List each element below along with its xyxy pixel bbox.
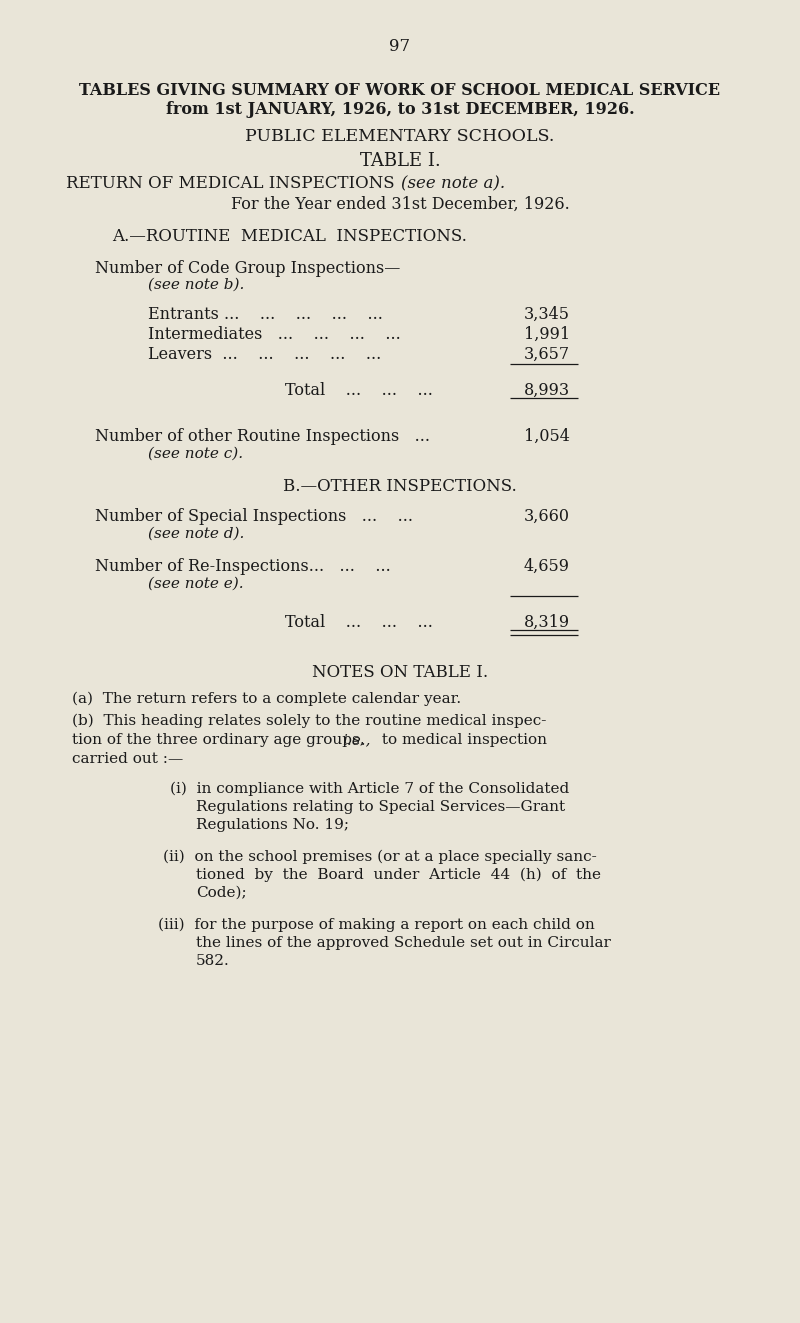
Text: (ii)  on the school premises (or at a place specially sanc-: (ii) on the school premises (or at a pla… [163, 849, 597, 864]
Text: 1,054: 1,054 [524, 429, 570, 445]
Text: Number of Re-Inspections...   ...    ...: Number of Re-Inspections... ... ... [95, 558, 390, 576]
Text: (b)  This heading relates solely to the routine medical inspec-: (b) This heading relates solely to the r… [72, 714, 546, 729]
Text: 97: 97 [390, 38, 410, 56]
Text: (i)  in compliance with Article 7 of the Consolidated: (i) in compliance with Article 7 of the … [170, 782, 570, 796]
Text: (see note e).: (see note e). [148, 577, 244, 591]
Text: 1,991: 1,991 [524, 325, 570, 343]
Text: Regulations No. 19;: Regulations No. 19; [196, 818, 349, 832]
Text: Total    ...    ...    ...: Total ... ... ... [285, 382, 433, 400]
Text: carried out :—: carried out :— [72, 751, 183, 766]
Text: Code);: Code); [196, 886, 246, 900]
Text: PUBLIC ELEMENTARY SCHOOLS.: PUBLIC ELEMENTARY SCHOOLS. [246, 128, 554, 146]
Text: RETURN OF MEDICAL INSPECTIONS: RETURN OF MEDICAL INSPECTIONS [66, 175, 400, 192]
Text: Intermediates   ...    ...    ...    ...: Intermediates ... ... ... ... [148, 325, 401, 343]
Text: (iii)  for the purpose of making a report on each child on: (iii) for the purpose of making a report… [158, 918, 594, 933]
Text: 8,319: 8,319 [524, 614, 570, 631]
Text: 3,657: 3,657 [524, 347, 570, 363]
Text: 582.: 582. [196, 954, 230, 968]
Text: For the Year ended 31st December, 1926.: For the Year ended 31st December, 1926. [230, 196, 570, 213]
Text: Number of Special Inspections   ...    ...: Number of Special Inspections ... ... [95, 508, 413, 525]
Text: A.—ROUTINE  MEDICAL  INSPECTIONS.: A.—ROUTINE MEDICAL INSPECTIONS. [112, 228, 467, 245]
Text: (see note d).: (see note d). [148, 527, 244, 541]
Text: (see note b).: (see note b). [148, 278, 244, 292]
Text: Entrants ...    ...    ...    ...    ...: Entrants ... ... ... ... ... [148, 306, 383, 323]
Text: i.e.,: i.e., [342, 733, 370, 747]
Text: (see note c).: (see note c). [148, 447, 243, 460]
Text: TABLES GIVING SUMMARY OF WORK OF SCHOOL MEDICAL SERVICE: TABLES GIVING SUMMARY OF WORK OF SCHOOL … [79, 82, 721, 99]
Text: from 1st JANUARY, 1926, to 31st DECEMBER, 1926.: from 1st JANUARY, 1926, to 31st DECEMBER… [166, 101, 634, 118]
Text: 8,993: 8,993 [524, 382, 570, 400]
Text: (a)  The return refers to a complete calendar year.: (a) The return refers to a complete cale… [72, 692, 461, 706]
Text: TABLE I.: TABLE I. [360, 152, 440, 169]
Text: Regulations relating to Special Services—Grant: Regulations relating to Special Services… [196, 800, 565, 814]
Text: the lines of the approved Schedule set out in Circular: the lines of the approved Schedule set o… [196, 935, 611, 950]
Text: Total    ...    ...    ...: Total ... ... ... [285, 614, 433, 631]
Text: tion of the three ordinary age groups,: tion of the three ordinary age groups, [72, 733, 370, 747]
Text: to medical inspection: to medical inspection [377, 733, 547, 747]
Text: tioned  by  the  Board  under  Article  44  (h)  of  the: tioned by the Board under Article 44 (h)… [196, 868, 601, 882]
Text: Number of Code Group Inspections—: Number of Code Group Inspections— [95, 261, 400, 277]
Text: 4,659: 4,659 [524, 558, 570, 576]
Text: B.—OTHER INSPECTIONS.: B.—OTHER INSPECTIONS. [283, 478, 517, 495]
Text: NOTES ON TABLE I.: NOTES ON TABLE I. [312, 664, 488, 681]
Text: Number of other Routine Inspections   ...: Number of other Routine Inspections ... [95, 429, 430, 445]
Text: Leavers  ...    ...    ...    ...    ...: Leavers ... ... ... ... ... [148, 347, 382, 363]
Text: 3,660: 3,660 [524, 508, 570, 525]
Text: 3,345: 3,345 [524, 306, 570, 323]
Text: (see note a).: (see note a). [401, 175, 505, 192]
